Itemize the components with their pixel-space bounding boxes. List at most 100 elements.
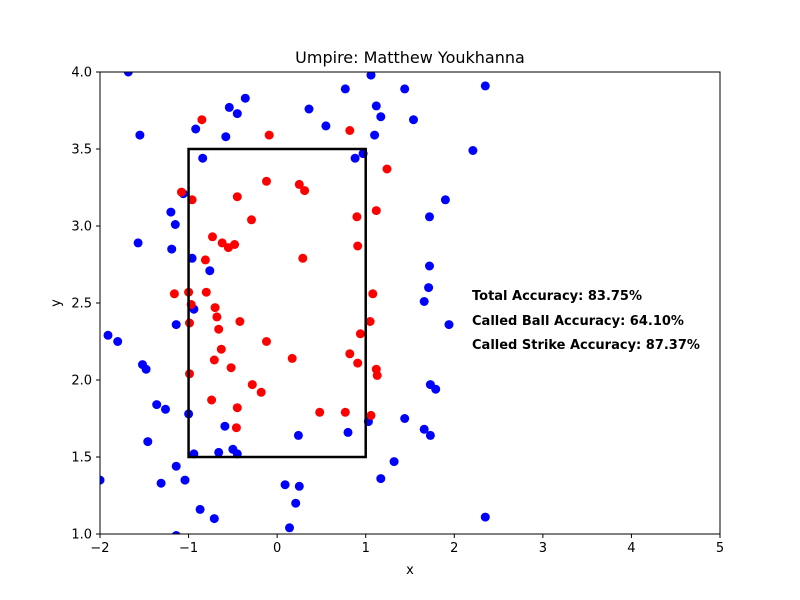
data-point [343, 427, 353, 437]
data-point [444, 320, 454, 330]
data-point [232, 109, 242, 119]
data-point [177, 187, 186, 197]
data-point [247, 380, 257, 390]
strike-zone [187, 147, 367, 459]
data-point [133, 238, 143, 248]
data-point [285, 523, 294, 533]
data-point [171, 320, 181, 330]
data-point [262, 337, 271, 346]
data-point [355, 329, 365, 339]
data-point [214, 324, 224, 334]
data-point [214, 447, 224, 457]
y-tick-label: 4.0 [71, 66, 92, 81]
data-point [100, 475, 105, 485]
x-tick-label: 2 [450, 541, 458, 556]
data-point [207, 395, 217, 405]
x-tick-label: 3 [539, 541, 547, 556]
data-point [141, 364, 151, 374]
data-point [424, 283, 434, 293]
data-point [152, 400, 162, 410]
data-point [368, 289, 378, 299]
data-point [161, 404, 170, 414]
data-point [180, 475, 190, 485]
data-point [440, 195, 450, 205]
data-point [370, 130, 380, 140]
data-point [294, 179, 304, 189]
data-point [431, 384, 441, 394]
data-point [198, 153, 208, 163]
data-point [376, 474, 386, 484]
data-point [209, 355, 219, 365]
y-tick-label: 2.5 [71, 297, 92, 312]
x-tick-label: 0 [273, 541, 281, 556]
data-point [340, 84, 350, 94]
data-point [143, 437, 153, 447]
data-point [298, 253, 308, 263]
data-point [209, 514, 219, 524]
y-tick-label: 2.0 [71, 374, 92, 389]
data-point [230, 240, 240, 249]
data-point [232, 192, 242, 202]
data-point [365, 317, 375, 326]
data-point [187, 195, 197, 205]
data-point [376, 112, 386, 122]
data-point [169, 289, 179, 299]
data-point [382, 164, 392, 174]
data-point [300, 186, 310, 196]
data-point [171, 461, 181, 471]
data-point [201, 287, 211, 297]
x-axis: −2 −1 0 1 2 3 4 5 [90, 534, 724, 556]
data-point [247, 215, 256, 225]
data-point [315, 407, 325, 417]
data-point [366, 72, 376, 80]
y-tick-label: 3.5 [71, 143, 92, 158]
data-point [371, 206, 381, 216]
data-point [226, 363, 236, 373]
data-point [200, 255, 210, 265]
data-point [409, 115, 418, 125]
data-point [256, 387, 266, 397]
data-point [232, 403, 242, 413]
x-tick-label: 1 [362, 541, 370, 556]
data-point [212, 312, 222, 322]
x-tick-label: −2 [90, 541, 109, 556]
data-point [353, 358, 363, 368]
data-point [167, 244, 177, 254]
called-ball-accuracy-annotation: Called Ball Accuracy: 64.10% [472, 314, 684, 329]
data-point [345, 126, 355, 135]
data-point [264, 130, 274, 140]
data-point [156, 478, 166, 488]
data-point [135, 130, 145, 140]
data-point [389, 457, 399, 467]
data-point [240, 93, 250, 103]
data-point [166, 207, 176, 217]
total-accuracy-annotation: Total Accuracy: 83.75% [472, 289, 642, 304]
data-point [195, 504, 205, 514]
data-point [345, 349, 355, 359]
x-axis-label: x [406, 563, 414, 578]
data-point [291, 498, 301, 508]
data-point [400, 84, 410, 94]
data-point [217, 238, 227, 248]
data-point [468, 146, 478, 155]
data-point [170, 220, 180, 229]
data-point [123, 72, 133, 77]
data-point [262, 176, 271, 186]
data-point [224, 102, 234, 112]
data-point [280, 480, 290, 490]
data-point [191, 124, 201, 134]
data-point [293, 430, 303, 440]
data-point [480, 512, 490, 522]
y-axis: 1.0 1.5 2.0 2.5 3.0 3.5 4.0 [71, 66, 100, 543]
x-tick-label: 4 [627, 541, 635, 556]
data-point [350, 153, 360, 163]
data-point [352, 212, 362, 222]
data-point [340, 407, 350, 417]
data-point [103, 330, 113, 340]
data-point [425, 261, 434, 271]
data-point [366, 410, 376, 420]
points-layer [100, 72, 490, 534]
data-point [287, 353, 297, 363]
x-tick-label: −1 [179, 541, 198, 556]
